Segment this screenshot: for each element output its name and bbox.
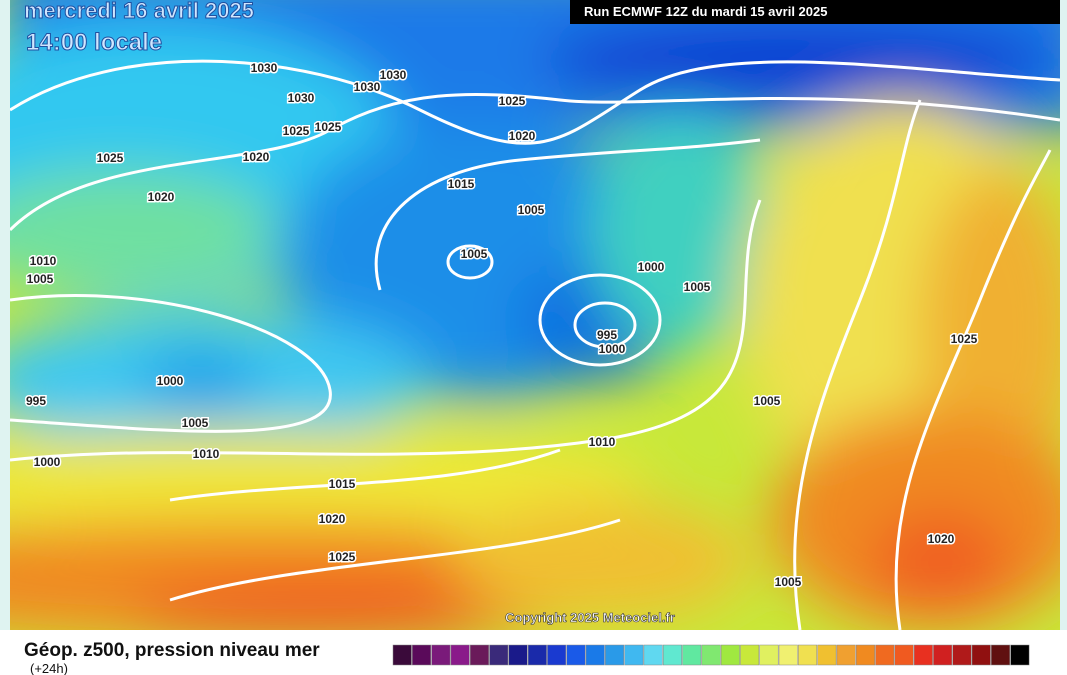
isobar-label: 995 bbox=[597, 328, 617, 342]
isobar-label: 1025 bbox=[97, 151, 124, 165]
scale-swatch bbox=[527, 644, 547, 666]
isobar-label: 1000 bbox=[157, 374, 184, 388]
isobar-label: 1005 bbox=[684, 280, 711, 294]
scale-swatch bbox=[971, 644, 991, 666]
isobar-label: 1005 bbox=[182, 416, 209, 430]
scale-swatch bbox=[469, 644, 489, 666]
isobar-label: 1025 bbox=[499, 94, 526, 108]
isobar-label: 1000 bbox=[599, 342, 626, 356]
isobars bbox=[10, 59, 1060, 630]
isobar-label: 1005 bbox=[461, 247, 488, 261]
map-field bbox=[10, 0, 1060, 630]
isobar-label: 1020 bbox=[509, 129, 536, 143]
copyright: Copyright 2025 Meteociel.fr bbox=[505, 610, 675, 625]
scale-swatch bbox=[605, 644, 625, 666]
isobar-label: 1010 bbox=[30, 254, 57, 268]
scale-swatch bbox=[508, 644, 528, 666]
isobar-label: 1025 bbox=[283, 124, 310, 138]
run-info: Run ECMWF 12Z du mardi 15 avril 2025 bbox=[584, 4, 827, 19]
isobar-label: 1005 bbox=[754, 394, 781, 408]
scale-swatch bbox=[547, 644, 567, 666]
isobar-label: 1010 bbox=[193, 447, 220, 461]
scale-swatch bbox=[431, 644, 451, 666]
scale-swatch bbox=[836, 644, 856, 666]
scale-swatch bbox=[643, 644, 663, 666]
scale-swatch bbox=[489, 644, 509, 666]
isobar-label: 1020 bbox=[928, 532, 955, 546]
isobar-label: 1020 bbox=[319, 512, 346, 526]
isobar-label: 1030 bbox=[380, 68, 407, 82]
scale-swatch bbox=[875, 644, 895, 666]
isobar-label: 1010 bbox=[589, 435, 616, 449]
isobar-label: 1020 bbox=[148, 190, 175, 204]
isobar-label: 1030 bbox=[288, 91, 315, 105]
scale-swatch bbox=[450, 644, 470, 666]
legend-title: Géop. z500, pression niveau mer bbox=[24, 640, 320, 661]
legend-step: (+24h) bbox=[30, 661, 68, 675]
isobar-label: 1025 bbox=[329, 550, 356, 564]
isobar-label: 1020 bbox=[243, 150, 270, 164]
scale-swatch bbox=[759, 644, 779, 666]
isobar-label: 1000 bbox=[34, 455, 61, 469]
scale-swatch bbox=[566, 644, 586, 666]
map-date: mercredi 16 avril 2025 bbox=[24, 0, 254, 23]
scale-swatch bbox=[778, 644, 798, 666]
scale-swatch bbox=[952, 644, 972, 666]
scale-swatch bbox=[855, 644, 875, 666]
scale-swatch bbox=[701, 644, 721, 666]
isobar-label: 1030 bbox=[354, 80, 381, 94]
scale-swatch bbox=[740, 644, 760, 666]
scale-swatch bbox=[585, 644, 605, 666]
isobar-label: 1000 bbox=[638, 260, 665, 274]
scale-swatch bbox=[624, 644, 644, 666]
scale-swatch bbox=[662, 644, 682, 666]
scale-swatch bbox=[392, 644, 412, 666]
scale-swatch bbox=[412, 644, 432, 666]
isobar-label: 1015 bbox=[329, 477, 356, 491]
isobar-label: 1005 bbox=[775, 575, 802, 589]
scale-swatch bbox=[817, 644, 837, 666]
scale-swatch bbox=[991, 644, 1011, 666]
scale-swatch bbox=[913, 644, 933, 666]
scale-swatch bbox=[798, 644, 818, 666]
isobar-label: 1005 bbox=[518, 203, 545, 217]
isobar-label: 1030 bbox=[251, 61, 278, 75]
run-banner bbox=[570, 0, 1060, 24]
scale-swatch bbox=[720, 644, 740, 666]
map-time: 14:00 locale bbox=[26, 29, 162, 56]
scale-swatch bbox=[682, 644, 702, 666]
scale-swatch bbox=[933, 644, 953, 666]
isobar-label: 1025 bbox=[951, 332, 978, 346]
isobar-label: 1005 bbox=[27, 272, 54, 286]
color-scale bbox=[392, 644, 1030, 666]
scale-swatch bbox=[1010, 644, 1030, 666]
isobar-label: 995 bbox=[26, 394, 46, 408]
isobar-label: 1015 bbox=[448, 177, 475, 191]
isobar-label: 1025 bbox=[315, 120, 342, 134]
scale-swatch bbox=[894, 644, 914, 666]
